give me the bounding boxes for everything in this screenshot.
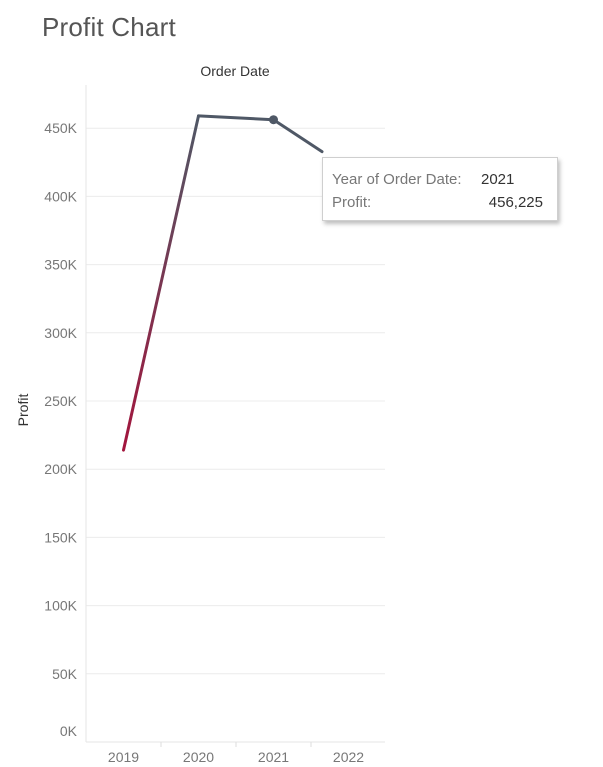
- y-tick-label: 400K: [44, 188, 77, 204]
- x-axis-title: Order Date: [200, 63, 269, 79]
- x-axis: 2019 2020 2021 2022: [86, 741, 385, 765]
- tooltip-profit-label: Profit:: [332, 194, 372, 211]
- y-tick-label: 350K: [44, 257, 77, 273]
- tooltip-row-profit: Profit: 456,225: [332, 191, 557, 214]
- y-tick-label: 450K: [44, 120, 77, 136]
- y-tick-label: 150K: [44, 529, 77, 545]
- y-axis: 0K 50K 100K 150K 200K 250K 300K 350K 400K 450K: [44, 85, 87, 742]
- y-axis-title: Profit: [15, 394, 31, 427]
- y-tick-label: 250K: [44, 393, 77, 409]
- y-tick-label: 0K: [60, 723, 78, 739]
- x-tick-label: 2021: [258, 749, 289, 765]
- y-tick-label: 300K: [44, 325, 77, 341]
- tooltip: Year of Order Date: 2021 Profit: 456,225: [322, 157, 558, 221]
- y-tick-label: 50K: [52, 666, 78, 682]
- tooltip-year-label: Year of Order Date:: [332, 171, 462, 188]
- series-profit: [122, 114, 324, 452]
- tooltip-row-year: Year of Order Date: 2021: [332, 168, 557, 191]
- gridlines: [86, 127, 385, 675]
- data-point-highlighted[interactable]: [269, 115, 278, 125]
- y-tick-label: 200K: [44, 461, 77, 477]
- page-title: Profit Chart: [42, 12, 176, 42]
- x-tick-label: 2020: [183, 749, 214, 765]
- x-tick-label: 2022: [333, 749, 364, 765]
- tooltip-year-value: 2021: [481, 171, 515, 188]
- line-segment: [272, 118, 324, 154]
- y-tick-label: 100K: [44, 598, 77, 614]
- line-segment: [197, 114, 275, 122]
- x-tick-label: 2019: [108, 749, 139, 765]
- tooltip-profit-value: 456,225: [488, 194, 543, 211]
- line-segment: [122, 114, 200, 452]
